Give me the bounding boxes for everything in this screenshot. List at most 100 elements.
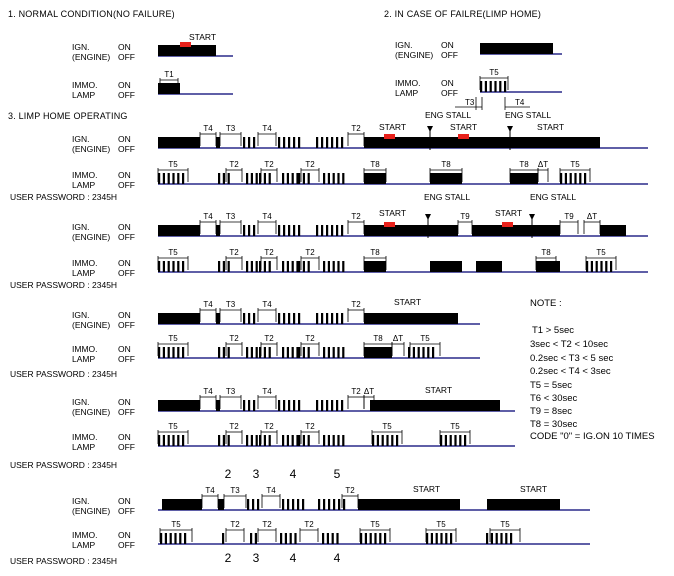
blink-pulse bbox=[177, 347, 180, 358]
off-label: OFF bbox=[118, 407, 135, 417]
code-digit: 2 bbox=[225, 467, 232, 481]
blink-pulse bbox=[227, 435, 230, 446]
blink-pulse bbox=[172, 435, 175, 446]
timing-label: T8 bbox=[370, 248, 380, 257]
note-line: T1 > 5sec bbox=[532, 325, 574, 336]
blink-pulse bbox=[298, 261, 301, 272]
blink-pulse bbox=[172, 261, 175, 272]
blink-pulse bbox=[298, 347, 301, 358]
ign-on-block bbox=[216, 313, 220, 324]
blink-pulse bbox=[252, 499, 255, 510]
timing-label: T4 bbox=[262, 124, 272, 133]
ign-on-block bbox=[487, 499, 560, 510]
blink-pulse bbox=[296, 347, 299, 358]
ign-on-block bbox=[364, 225, 458, 236]
timing-label: T2 bbox=[264, 334, 274, 343]
timing-label: T5 bbox=[450, 422, 460, 431]
blink-pulse bbox=[316, 400, 319, 411]
section-limp-home-title: 2. IN CASE OF FAILRE(LIMP HOME) bbox=[384, 9, 542, 19]
timing-label: T3 bbox=[226, 300, 236, 309]
blink-pulse bbox=[167, 347, 170, 358]
blink-pulse bbox=[184, 533, 187, 544]
blink-pulse bbox=[243, 225, 246, 236]
ign-on-block bbox=[158, 400, 200, 411]
blink-pulse bbox=[298, 173, 301, 184]
blink-pulse bbox=[182, 347, 185, 358]
signal-name: LAMP bbox=[72, 268, 95, 278]
blink-pulse bbox=[263, 173, 266, 184]
code-digit: 3 bbox=[253, 467, 260, 481]
blink-pulse bbox=[289, 533, 292, 544]
signal-name: IGN. bbox=[395, 40, 412, 50]
blink-pulse bbox=[162, 261, 165, 272]
blink-pulse bbox=[179, 533, 182, 544]
blink-pulse bbox=[268, 173, 271, 184]
blink-pulse bbox=[293, 313, 296, 324]
blink-pulse bbox=[321, 137, 324, 148]
blink-pulse bbox=[297, 499, 300, 510]
note-line: 3sec < T2 < 10sec bbox=[530, 339, 608, 350]
signal-name: IMMO. bbox=[72, 170, 98, 180]
blink-pulse bbox=[412, 347, 415, 358]
ign-on-block bbox=[216, 400, 220, 411]
blink-pulse bbox=[464, 435, 467, 446]
timing-label: T2 bbox=[230, 520, 240, 529]
signal-name: IMMO. bbox=[72, 432, 98, 442]
blink-pulse bbox=[182, 261, 185, 272]
blink-pulse bbox=[327, 435, 330, 446]
note-line: 0.2sec < T4 < 3sec bbox=[530, 366, 611, 377]
timing-label: T4 bbox=[203, 212, 213, 221]
blink-pulse bbox=[255, 347, 258, 358]
blink-pulse bbox=[336, 313, 339, 324]
blink-pulse bbox=[331, 225, 334, 236]
stall-marker-arrow bbox=[427, 126, 433, 132]
start-label: START bbox=[495, 208, 522, 218]
timing-label: ΔT bbox=[587, 212, 597, 221]
signal-name: IMMO. bbox=[72, 80, 98, 90]
blink-pulse bbox=[326, 225, 329, 236]
lamp-on-block bbox=[430, 261, 462, 272]
blink-pulse bbox=[302, 347, 305, 358]
blink-pulse bbox=[328, 499, 331, 510]
note-line: T9 = 8sec bbox=[530, 406, 572, 417]
blink-pulse bbox=[486, 533, 489, 544]
blink-pulse bbox=[316, 137, 319, 148]
blink-pulse bbox=[322, 533, 325, 544]
stall-label: ENG STALL bbox=[505, 110, 551, 120]
off-label: OFF bbox=[118, 442, 135, 452]
blink-pulse bbox=[218, 173, 221, 184]
ign-on-block bbox=[158, 137, 200, 148]
blink-pulse bbox=[286, 261, 289, 272]
blink-pulse bbox=[342, 173, 345, 184]
on-label: ON bbox=[118, 134, 131, 144]
blink-pulse bbox=[298, 435, 301, 446]
blink-pulse bbox=[336, 225, 339, 236]
blink-pulse bbox=[278, 225, 281, 236]
blink-pulse bbox=[435, 533, 438, 544]
start-label: START bbox=[379, 208, 406, 218]
start-marker bbox=[384, 134, 395, 139]
timing-label: T8 bbox=[441, 160, 451, 169]
blink-pulse bbox=[162, 173, 165, 184]
start-label: START bbox=[425, 385, 452, 395]
blink-pulse bbox=[282, 435, 285, 446]
user-password-label: USER PASSWORD : 2345H bbox=[10, 280, 117, 290]
blink-pulse bbox=[182, 435, 185, 446]
blink-pulse bbox=[160, 533, 163, 544]
timing-label: T2 bbox=[262, 520, 272, 529]
timing-label: T5 bbox=[370, 520, 380, 529]
timing-label: T4 bbox=[262, 212, 272, 221]
blink-pulse bbox=[332, 173, 335, 184]
blink-pulse bbox=[296, 261, 299, 272]
timing-label: T5 bbox=[168, 248, 178, 257]
blink-pulse bbox=[243, 137, 246, 148]
lamp-on-block bbox=[430, 173, 462, 184]
user-password-label: USER PASSWORD : 2345H bbox=[10, 460, 117, 470]
blink-pulse bbox=[280, 533, 283, 544]
signal-name: IMMO. bbox=[72, 530, 98, 540]
blink-pulse bbox=[307, 261, 310, 272]
timing-label: T2 bbox=[305, 248, 315, 257]
blink-pulse bbox=[333, 499, 336, 510]
blink-pulse bbox=[332, 347, 335, 358]
blink-pulse bbox=[250, 347, 253, 358]
